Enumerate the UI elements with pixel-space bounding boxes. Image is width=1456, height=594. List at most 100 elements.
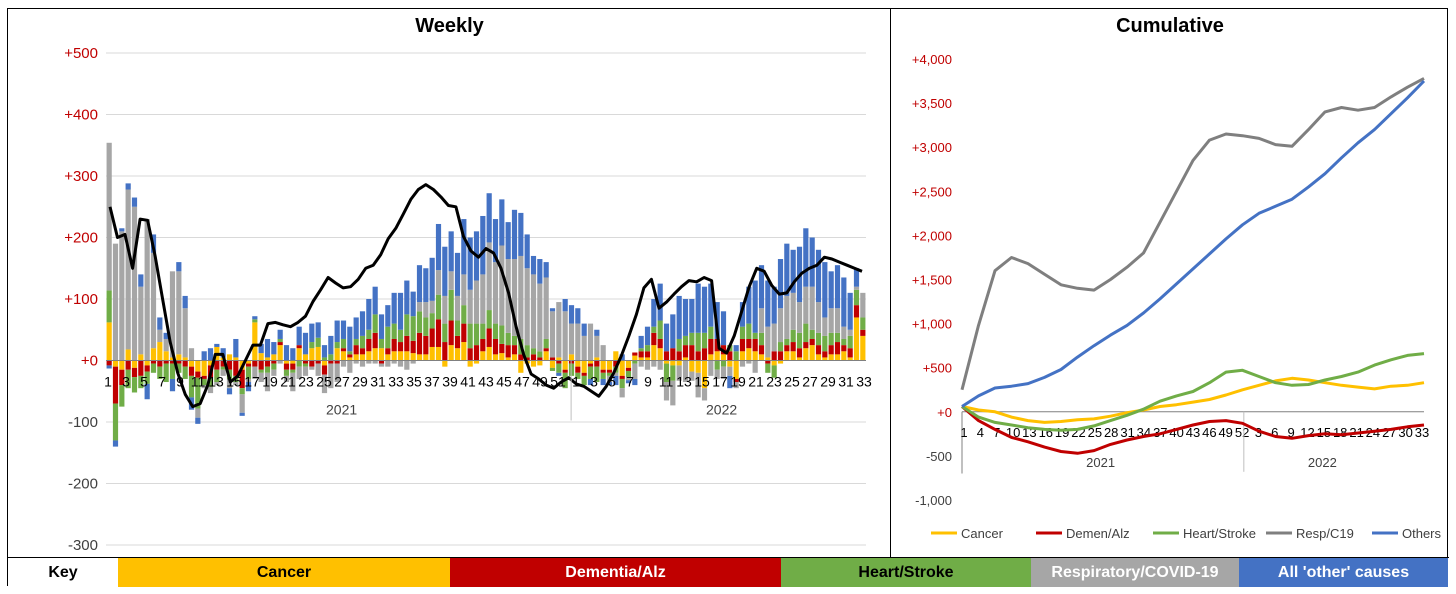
weekly-bar-others: [676, 295, 682, 339]
cumulative-line-dementia: [961, 405, 1425, 455]
weekly-bar-heart: [106, 290, 112, 323]
weekly-bar-dementia: [803, 342, 809, 349]
weekly-x-tick-label: 15: [694, 374, 710, 390]
weekly-bar-others: [378, 314, 385, 339]
weekly-bar-resp: [385, 360, 391, 367]
weekly-bar-heart: [663, 363, 670, 383]
weekly-bar-cancer: [315, 346, 321, 361]
weekly-bar-others: [809, 237, 815, 287]
weekly-bar-dementia: [777, 351, 784, 361]
weekly-bar-resp: [302, 366, 309, 376]
weekly-bar-others: [461, 219, 467, 275]
weekly-bar-dementia: [163, 360, 169, 364]
weekly-bar-dementia: [619, 375, 625, 379]
weekly-bar-others: [290, 348, 296, 361]
cumulative-x-tick-label: 19: [1055, 425, 1069, 440]
cumulative-y-tick-label: +3,500: [912, 96, 952, 111]
cumulative-x-tick-label: 31: [1120, 425, 1134, 440]
weekly-bar-heart: [803, 323, 809, 343]
weekly-bar-resp: [448, 271, 454, 290]
weekly-bar-others: [594, 329, 600, 336]
cumulative-x-tick-label: 7: [993, 425, 1000, 440]
weekly-bar-cancer: [176, 354, 182, 361]
cumulative-y-tick-label: +3,000: [912, 140, 952, 155]
weekly-x-tick-label: 9: [644, 374, 652, 390]
weekly-bar-others: [372, 286, 378, 315]
weekly-bar-resp: [473, 280, 480, 324]
weekly-bar-heart: [739, 326, 746, 339]
legend-label-cancer: Cancer: [961, 526, 1004, 541]
weekly-bar-others: [790, 249, 796, 293]
weekly-bar-dementia: [461, 323, 467, 343]
weekly-bar-cancer: [809, 345, 815, 361]
weekly-bar-resp: [790, 292, 796, 330]
weekly-bar-cancer: [815, 354, 822, 361]
weekly-bar-dementia: [556, 360, 562, 364]
cumulative-y-tick-label: +2,000: [912, 228, 952, 243]
weekly-bar-heart: [575, 372, 581, 379]
weekly-bar-others: [708, 283, 714, 327]
weekly-bar-others: [695, 283, 701, 333]
weekly-bar-resp: [195, 408, 201, 418]
weekly-y-tick-label: -200: [68, 476, 98, 493]
weekly-bar-dementia: [252, 360, 258, 367]
weekly-bar-cancer: [435, 346, 442, 361]
weekly-bar-cancer: [714, 351, 720, 361]
weekly-bar-resp: [663, 382, 670, 401]
weekly-bar-others: [847, 292, 853, 330]
weekly-bar-others: [220, 348, 226, 358]
weekly-bar-heart: [708, 326, 714, 339]
weekly-bar-others: [657, 283, 663, 321]
weekly-bar-others: [144, 383, 150, 400]
weekly-bar-dementia: [828, 345, 834, 355]
weekly-bar-cancer: [670, 360, 676, 366]
weekly-bar-cancer: [511, 354, 518, 361]
weekly-bar-dementia: [796, 348, 803, 358]
weekly-bar-heart: [150, 363, 157, 373]
weekly-bar-heart: [416, 311, 423, 333]
weekly-x-tick-label: 19: [262, 374, 278, 390]
weekly-bar-others: [486, 193, 492, 243]
weekly-bar-cancer: [568, 354, 575, 361]
weekly-bar-resp: [340, 360, 347, 367]
weekly-bar-others: [366, 299, 372, 330]
weekly-bar-resp: [587, 323, 594, 361]
weekly-bar-others: [277, 329, 283, 339]
weekly-bar-heart: [461, 305, 467, 324]
weekly-bar-dementia: [562, 369, 568, 373]
weekly-bar-dementia: [334, 360, 340, 364]
weekly-bar-heart: [549, 367, 556, 371]
weekly-bar-resp: [727, 366, 733, 376]
weekly-bar-cancer: [853, 317, 860, 361]
weekly-bar-others: [157, 317, 163, 330]
weekly-bar-resp: [207, 386, 214, 394]
weekly-bar-resp: [803, 286, 809, 324]
weekly-bar-others: [771, 286, 777, 324]
weekly-bar-heart: [207, 377, 214, 387]
weekly-bar-others: [581, 323, 587, 336]
legend-label-dementia: Demen/Alz: [1066, 526, 1130, 541]
weekly-bar-dementia: [410, 340, 416, 354]
weekly-bar-cancer: [505, 357, 511, 361]
weekly-bar-cancer: [790, 351, 796, 361]
cumulative-chart-title: Cumulative: [1116, 15, 1224, 37]
weekly-bar-cancer: [347, 357, 353, 361]
weekly-x-tick-label: 35: [406, 374, 422, 390]
weekly-bar-dementia: [600, 369, 606, 373]
weekly-bar-others: [195, 417, 201, 424]
weekly-bar-heart: [442, 323, 448, 343]
weekly-bar-others: [530, 255, 537, 275]
weekly-bar-resp: [334, 363, 340, 383]
weekly-bar-resp: [613, 372, 619, 376]
weekly-bar-cancer: [708, 354, 714, 361]
weekly-bar-cancer: [258, 353, 264, 361]
weekly-bar-dementia: [372, 332, 378, 349]
weekly-bar-heart: [359, 335, 366, 349]
weekly-bar-resp: [416, 302, 423, 312]
weekly-bar-resp: [245, 378, 252, 383]
weekly-bar-cancer: [353, 354, 359, 361]
weekly-bar-dementia: [790, 342, 796, 352]
weekly-bar-heart: [328, 354, 334, 361]
weekly-bar-heart: [404, 314, 410, 336]
cumulative-y-tick-label: +2,500: [912, 184, 952, 199]
